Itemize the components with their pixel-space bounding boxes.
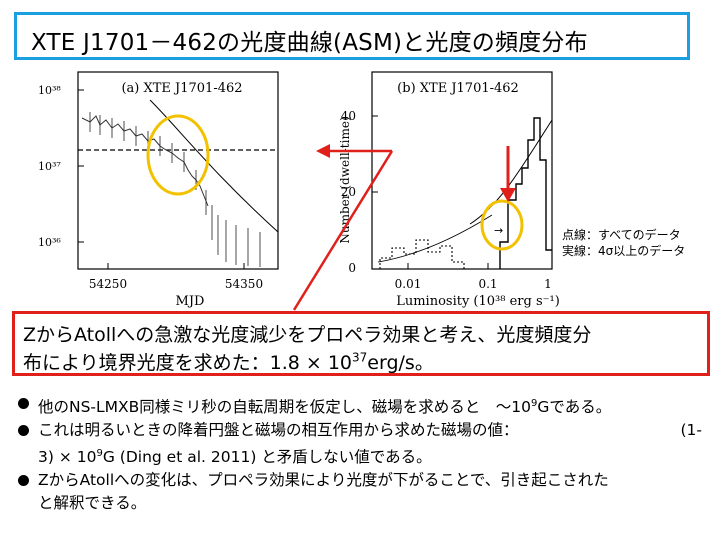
slide-title: XTE J1701－462の光度曲線(ASM)と光度の頻度分布 [31,30,588,56]
legend-note: 点線：すべてのデータ 実線：4σ以上のデータ [558,225,712,261]
panel-b-ytick-1: 40 [341,109,356,123]
panel-b-xlabel: Luminosity (10³⁸ erg s⁻¹) [396,294,560,309]
highlight-circle-b [480,199,524,251]
panel-a-xtick-1: 54250 [89,277,127,291]
bullet-2-cont: 3) × 10 [38,448,97,467]
fit-curve [469,119,553,225]
annotation-arrows [292,144,516,311]
bullet-dot-icon [18,398,29,409]
panel-a-xlabel: MJD [176,294,205,309]
summary-box: ZからAtollへの急激な光度減少をプロペラ効果と考え、光度頻度分 布により境界… [12,311,710,376]
legend-solid: 実線：4σ以上のデータ [562,244,686,258]
legend-dotted: 点線：すべてのデータ [562,228,681,242]
bullet-2-pre: これは明るいときの降着円盤と磁場の相互作用から求めた磁場の値： [38,421,519,440]
panel-a-ytick-2: 10³⁷ [38,160,61,173]
summary-line-1: ZからAtollへの急激な光度減少をプロペラ効果と考え、光度頻度分 [23,324,592,346]
panel-a: (a) XTE J1701-462 10³⁸ 10³⁷ 10³⁶ 54250 5… [38,71,279,309]
panel-b-xtick-1: 0.01 [395,277,422,291]
bullet-1-post: Gである。 [537,398,612,417]
light-curve-errorbars [89,112,261,267]
summary-exponent: 37 [352,350,368,365]
summary-line-2: 布により境界光度を求めた：1.8 × 1037erg/s。 [23,348,434,375]
panel-a-xtick-2: 54350 [225,277,263,291]
arrow-marker-glyph: → [494,224,503,237]
connector-line [292,150,394,311]
bullet-1-sup: 9 [531,398,538,409]
panel-a-frame [77,71,279,270]
bullet-item: 他のNS-LMXB同様ミリ秒の自転周期を仮定し、磁場を求めると ～109Gである… [16,392,710,419]
bullet-dot-icon [18,425,29,437]
histogram-solid [499,117,552,269]
bullet-3-pre: ZからAtollへの変化は、プロペラ効果により光度が下がることで、引き起こされた [38,471,609,490]
panel-a-ytick-3: 10³⁶ [38,236,61,249]
bullet-2-sup: 9 [96,448,103,460]
bullet-item: ZからAtollへの変化は、プロペラ効果により光度が下がることで、引き起こされた… [16,469,710,515]
panel-a-ytick-1: 10³⁸ [38,84,61,97]
model-curve [149,99,279,233]
title-box: XTE J1701－462の光度曲線(ASM)と光度の頻度分布 [14,12,690,60]
panel-b: (b) XTE J1701-462 40 20 0 0.01 0.1 1 Lum… [338,71,560,309]
histogram-dotted [379,239,465,269]
bullet-list: 他のNS-LMXB同様ミリ秒の自転周期を仮定し、磁場を求めると ～109Gである… [16,392,710,515]
arrow-head-left [316,144,330,158]
summary-line-2-text: 布により境界光度を求めた：1.8 × 10 [23,352,353,374]
panel-b-xtick-3: 1 [544,277,552,291]
arrow-head-down [500,188,516,202]
bullet-item: これは明るいときの降着円盤と磁場の相互作用から求めた磁場の値： (1- 3) × … [16,419,710,469]
panel-b-ytick-2: 20 [341,185,356,199]
bullet-dot-icon [18,475,29,487]
panel-b-ytick-3: 0 [348,261,356,275]
panel-b-xtick-2: 0.1 [478,277,497,291]
panel-b-label: (b) XTE J1701-462 [397,81,519,96]
panel-a-label: (a) XTE J1701-462 [121,81,242,96]
panel-b-frame [371,71,553,270]
summary-unit: erg/s。 [367,352,434,374]
bullet-1-pre: 他のNS-LMXB同様ミリ秒の自転周期を仮定し、磁場を求めると ～10 [38,398,532,417]
panel-b-ylabel: Number (dwell-time) [338,116,352,243]
bullet-3-cont: と解釈できる。 [38,494,147,513]
highlight-circle-a [146,114,210,196]
bullet-2-right: (1- [680,421,702,440]
bullet-2-post: G (Ding et al. 2011) と矛盾しない値である。 [102,448,432,467]
